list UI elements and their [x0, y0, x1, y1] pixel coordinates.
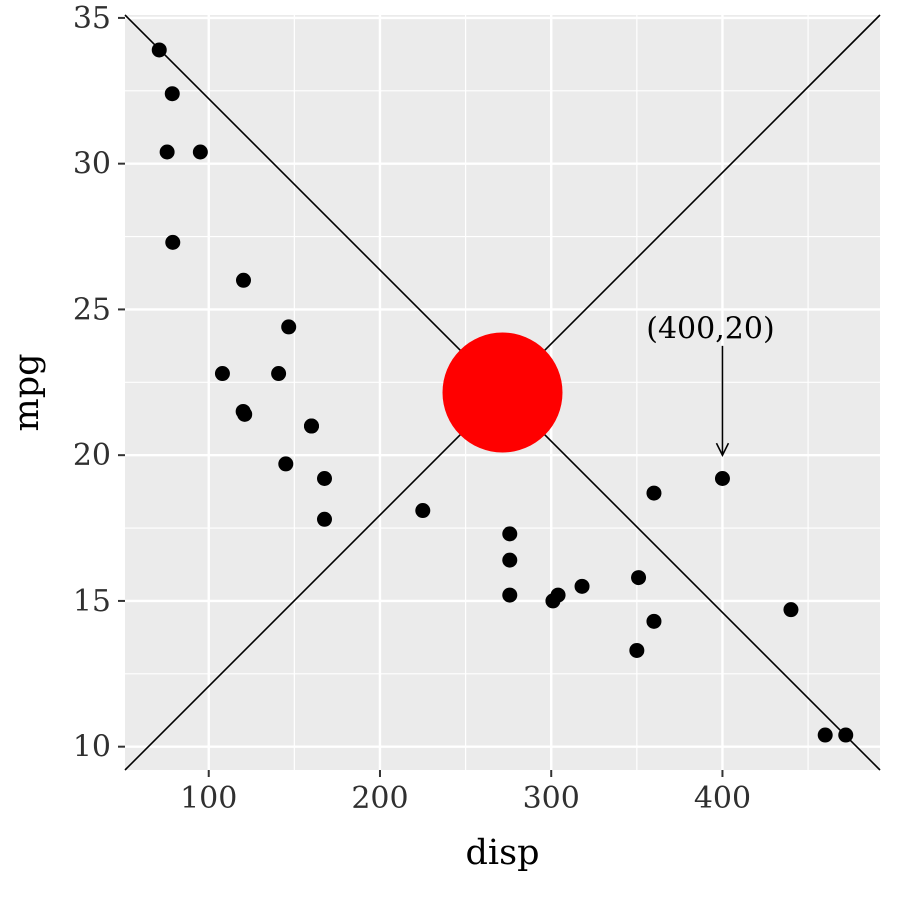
data-point: [235, 272, 251, 288]
data-point: [631, 570, 647, 586]
data-point: [159, 144, 175, 160]
data-point: [271, 366, 287, 382]
data-point: [646, 485, 662, 501]
y-tick-label: 15: [73, 584, 111, 619]
data-point: [838, 727, 854, 743]
data-point: [316, 511, 332, 527]
chart-layer: 100 200 300 400 10 15 20 25 30 35: [73, 1, 881, 816]
data-point: [192, 144, 208, 160]
data-point: [281, 319, 297, 335]
data-point: [316, 470, 332, 486]
y-tick-label: 10: [73, 730, 111, 765]
data-point: [214, 366, 230, 382]
data-point: [415, 503, 431, 519]
annotation-label: (400,20): [646, 312, 774, 347]
data-point: [502, 587, 518, 603]
x-tick-label: 100: [180, 781, 237, 816]
y-tick-label: 30: [73, 147, 111, 182]
data-point: [629, 642, 645, 658]
data-point: [164, 86, 180, 102]
y-axis-title: mpg: [7, 354, 47, 432]
y-tick-label: 35: [73, 1, 111, 36]
highlight-point: [442, 332, 563, 453]
data-point: [545, 593, 561, 609]
data-point: [714, 470, 730, 486]
x-axis-title: disp: [466, 833, 540, 873]
data-point: [574, 578, 590, 594]
data-point: [646, 613, 662, 629]
x-tick-label: 200: [351, 781, 408, 816]
data-point: [237, 406, 253, 422]
data-point: [151, 42, 167, 58]
x-tick-label: 400: [694, 781, 751, 816]
data-point: [165, 234, 181, 250]
data-point: [817, 727, 833, 743]
data-point: [278, 456, 294, 472]
y-tick-label: 25: [73, 292, 111, 327]
data-point: [783, 602, 799, 618]
data-point: [303, 418, 319, 434]
annotation-arrow-head: [715, 442, 730, 457]
data-point: [502, 552, 518, 568]
x-tick-label: 300: [523, 781, 580, 816]
y-tick-label: 20: [73, 438, 111, 473]
data-point: [502, 526, 518, 542]
